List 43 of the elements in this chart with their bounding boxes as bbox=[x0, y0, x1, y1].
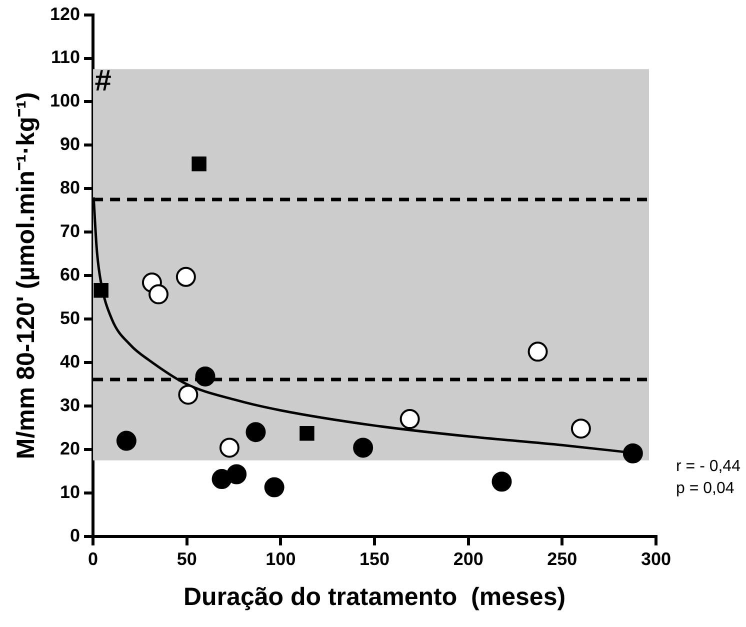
y-tick-label: 90 bbox=[60, 134, 80, 154]
y-tick-label: 40 bbox=[60, 352, 80, 372]
point bbox=[300, 426, 314, 441]
point bbox=[528, 342, 548, 362]
x-tick-label: 200 bbox=[453, 549, 484, 570]
y-tick-label: 30 bbox=[60, 394, 80, 415]
point bbox=[622, 443, 643, 464]
point bbox=[353, 438, 374, 458]
point bbox=[492, 472, 512, 492]
x-tick-label: 100 bbox=[266, 549, 296, 570]
y-tick-label: 70 bbox=[60, 221, 80, 242]
y-tick-label: 10 bbox=[60, 482, 80, 502]
y-tick-label: 100 bbox=[50, 90, 80, 111]
point bbox=[264, 477, 284, 498]
x-axis-title: Duração do tratamento (meses) bbox=[183, 582, 566, 611]
point bbox=[178, 384, 198, 405]
point bbox=[246, 422, 266, 442]
point bbox=[570, 418, 591, 439]
text: p = 0,04 bbox=[676, 480, 734, 497]
y-tick-label: 20 bbox=[60, 438, 80, 458]
x-tick-label: 250 bbox=[547, 549, 578, 570]
y-tick-label: 110 bbox=[50, 47, 80, 68]
y-axis-title: M/mm 80-120' (µmol.min⁻¹·kg⁻¹) bbox=[12, 92, 40, 460]
x-tick-label: 300 bbox=[640, 549, 672, 570]
point bbox=[226, 464, 247, 484]
y-tick-label: 120 bbox=[50, 4, 80, 24]
point bbox=[192, 156, 206, 172]
point bbox=[176, 266, 196, 287]
x-tick-label: 150 bbox=[359, 549, 390, 570]
point bbox=[148, 284, 169, 304]
x-tick-label: 50 bbox=[176, 549, 197, 570]
point bbox=[94, 283, 108, 298]
point bbox=[116, 430, 136, 451]
y-tick-label: 0 bbox=[70, 525, 80, 546]
text: r = - 0,44 bbox=[676, 458, 741, 475]
point bbox=[195, 366, 216, 386]
x-tick-label: 0 bbox=[88, 549, 98, 570]
point bbox=[400, 409, 420, 430]
point bbox=[219, 438, 240, 458]
y-tick-label: 50 bbox=[60, 308, 80, 328]
y-tick-label: 80 bbox=[60, 178, 80, 198]
annotation: # bbox=[94, 64, 112, 98]
y-tick-label: 60 bbox=[60, 264, 80, 285]
